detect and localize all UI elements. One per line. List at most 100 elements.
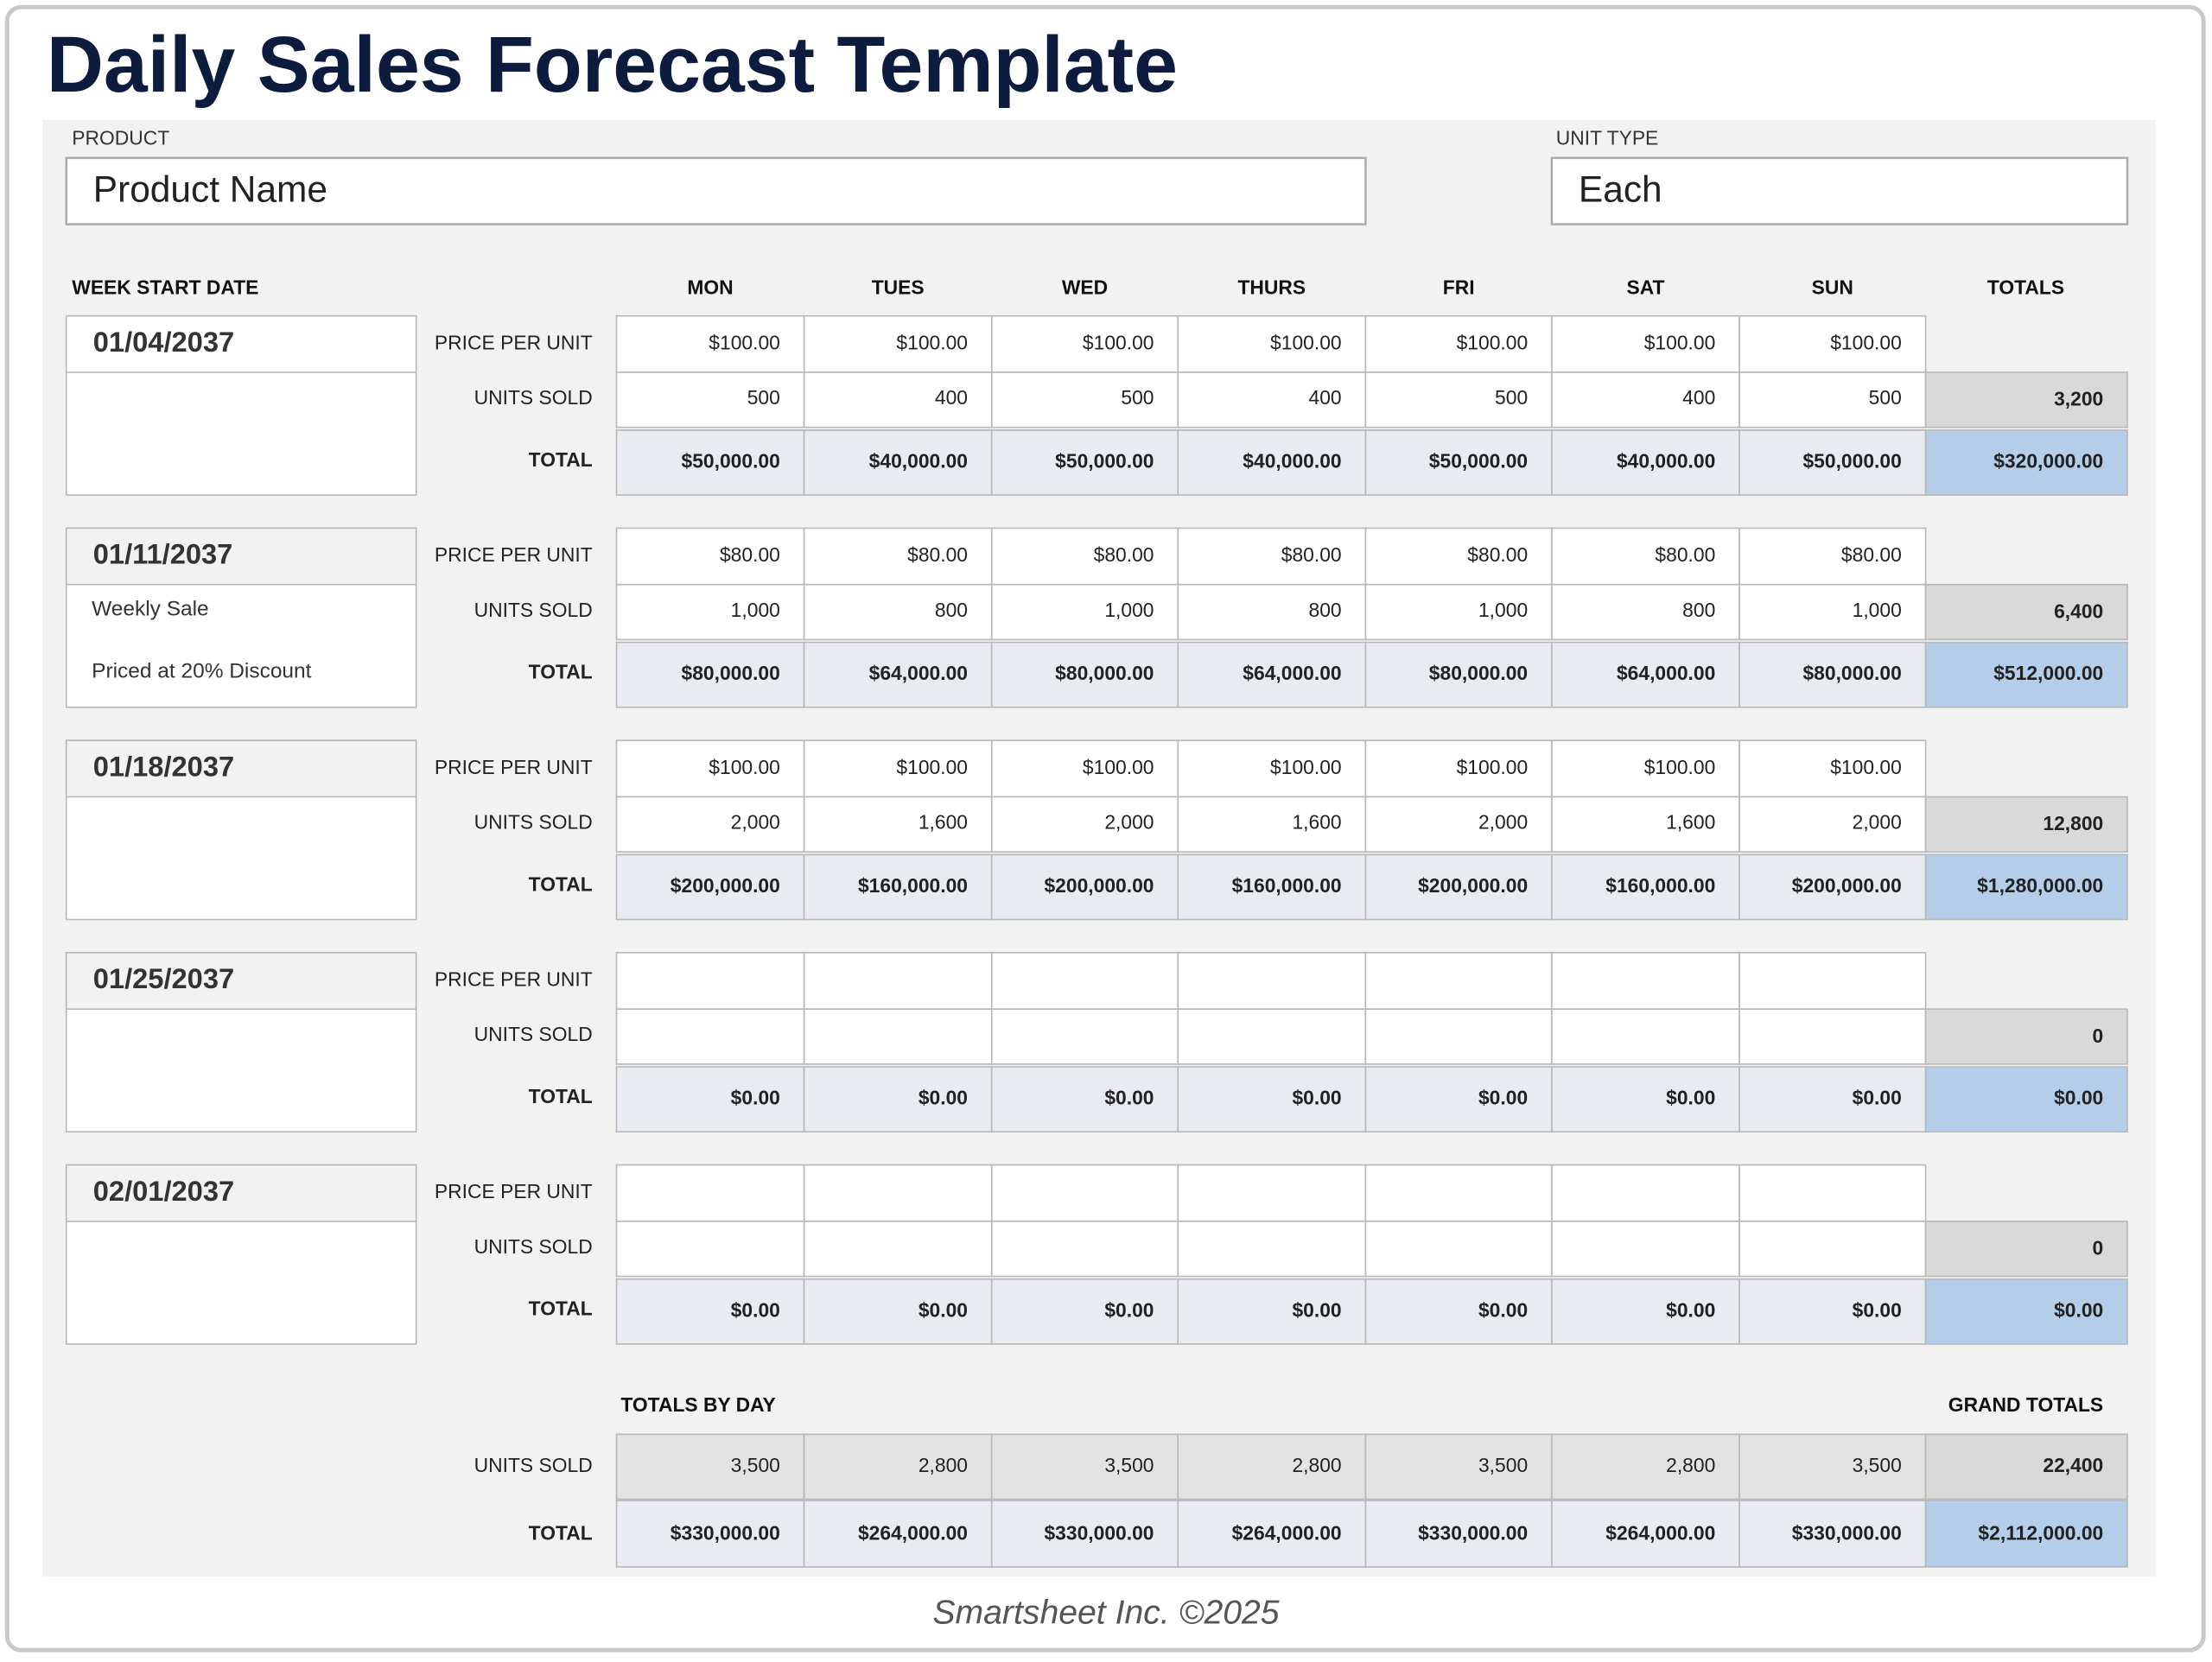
total-cell — [615, 1066, 805, 1133]
units-value: 1,000 — [1478, 599, 1528, 621]
row-label: TOTAL — [529, 872, 593, 895]
week-total-cell — [1924, 853, 2128, 921]
row-label: TOTAL — [529, 1521, 593, 1544]
total-value: $200,000.00 — [1792, 874, 1902, 897]
price-cell — [1177, 1164, 1367, 1222]
total-value: $50,000.00 — [682, 450, 780, 473]
row-label: PRICE PER UNIT — [435, 1180, 593, 1202]
units-value: 500 — [1121, 386, 1154, 409]
price-value: $80.00 — [1655, 543, 1715, 566]
total-value: $0.00 — [918, 1298, 968, 1321]
units-cell — [1364, 1008, 1553, 1065]
price-cell — [1738, 952, 1927, 1010]
total-value: $160,000.00 — [1232, 874, 1342, 897]
row-label: UNITS SOLD — [474, 386, 593, 409]
total-cell — [1738, 1278, 1927, 1345]
price-cell — [1177, 952, 1367, 1010]
total-cell — [990, 1278, 1179, 1345]
units-total-cell — [1924, 1008, 2128, 1065]
units-cell — [990, 583, 1179, 641]
price-value: $100.00 — [1830, 756, 1902, 778]
grand-totals-label: GRAND TOTALS — [1948, 1393, 2103, 1416]
price-value: $80.00 — [907, 543, 968, 566]
price-cell — [1364, 314, 1553, 373]
week-total: $512,000.00 — [1993, 662, 2103, 684]
week-total: $320,000.00 — [1993, 450, 2103, 473]
day-units: 2,800 — [1666, 1454, 1715, 1476]
day-total: $330,000.00 — [671, 1521, 780, 1544]
total-value: $0.00 — [731, 1087, 780, 1109]
price-value: $100.00 — [1457, 331, 1529, 353]
totals-header: TOTALS — [1987, 276, 2064, 299]
price-cell — [990, 1164, 1179, 1222]
units-total-cell — [1924, 371, 2128, 428]
total-value: $0.00 — [1478, 1087, 1528, 1109]
units-cell — [615, 1008, 805, 1065]
units-cell — [615, 371, 805, 428]
price-cell — [615, 1164, 805, 1222]
total-cell — [1364, 853, 1553, 921]
units-cell — [1364, 796, 1553, 853]
price-value: $100.00 — [1830, 331, 1902, 353]
units-cell — [615, 1221, 805, 1278]
units-value: 2,000 — [1104, 810, 1154, 833]
price-cell — [803, 527, 993, 586]
total-value: $0.00 — [1853, 1087, 1902, 1109]
price-value: $100.00 — [1644, 756, 1716, 778]
units-cell — [990, 371, 1179, 428]
day-total: $264,000.00 — [1232, 1521, 1342, 1544]
week-total-cell — [1924, 429, 2128, 496]
footer: Smartsheet Inc. ©2025 — [932, 1595, 1279, 1632]
total-value: $0.00 — [731, 1298, 780, 1321]
price-value: $80.00 — [1841, 543, 1902, 566]
price-cell — [990, 527, 1179, 586]
total-value: $0.00 — [1666, 1298, 1715, 1321]
price-value: $80.00 — [1281, 543, 1342, 566]
week-header: WEEK START DATE — [72, 276, 258, 299]
units-cell — [1551, 583, 1740, 641]
units-value: 1,000 — [1104, 599, 1154, 621]
week-date: 02/01/2037 — [93, 1175, 234, 1207]
total-cell — [1177, 641, 1367, 708]
week-date: 01/25/2037 — [93, 962, 234, 994]
total-cell — [1551, 1278, 1740, 1345]
units-cell — [803, 1008, 993, 1065]
price-cell — [1551, 739, 1740, 798]
day-total-cell — [990, 1500, 1179, 1568]
row-label: UNITS SOLD — [474, 599, 593, 621]
total-cell — [990, 641, 1179, 708]
units-value: 1,000 — [731, 599, 780, 621]
day-header: SAT — [1626, 276, 1664, 299]
price-cell — [1738, 314, 1927, 373]
total-cell — [990, 1066, 1179, 1133]
total-value: $0.00 — [1104, 1087, 1154, 1109]
units-cell — [1364, 1221, 1553, 1278]
units-cell — [803, 1221, 993, 1278]
day-units: 3,500 — [1104, 1454, 1154, 1476]
week-total-cell — [1924, 1066, 2128, 1133]
day-header: THURS — [1237, 276, 1306, 299]
day-total-cell — [1177, 1500, 1367, 1568]
total-cell — [990, 429, 1179, 496]
units-cell — [1177, 1221, 1367, 1278]
grand-total-cell — [1924, 1500, 2128, 1568]
units-value: 2,000 — [1478, 810, 1528, 833]
total-cell — [615, 429, 805, 496]
unit-type-value: Each — [1579, 168, 1662, 209]
total-value: $80,000.00 — [1802, 662, 1901, 684]
total-value: $200,000.00 — [671, 874, 780, 897]
day-header: MON — [687, 276, 733, 299]
units-cell — [1551, 371, 1740, 428]
day-units-cell — [1364, 1433, 1553, 1500]
price-cell — [615, 952, 805, 1010]
row-label: PRICE PER UNIT — [435, 331, 593, 353]
total-value: $40,000.00 — [1617, 450, 1715, 473]
total-cell — [803, 1278, 993, 1345]
units-total-cell — [1924, 583, 2128, 641]
units-total: 0 — [2093, 1237, 2104, 1259]
total-cell — [803, 429, 993, 496]
day-units-cell — [1738, 1433, 1927, 1500]
units-cell — [1738, 796, 1927, 853]
week-note: Priced at 20% Discount — [92, 659, 312, 682]
